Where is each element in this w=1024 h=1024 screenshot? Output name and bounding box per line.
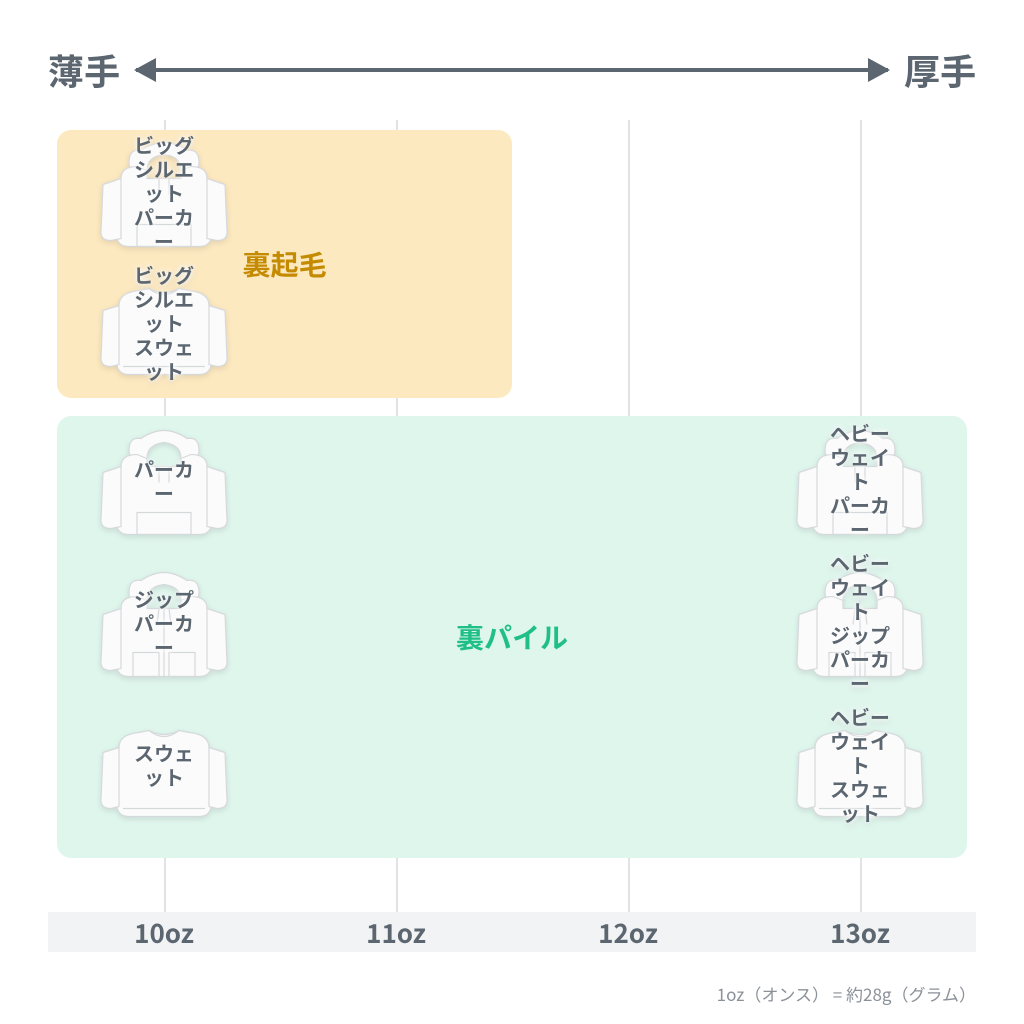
garment-label: ジップパーカー bbox=[127, 587, 202, 659]
oz-tick: 13oz bbox=[830, 912, 890, 952]
garment-item-hoodie: パーカー bbox=[69, 426, 259, 546]
pile-label: 裏パイル bbox=[456, 617, 568, 657]
garment-label: スウェット bbox=[127, 741, 202, 789]
oz-tick: 10oz bbox=[134, 912, 194, 952]
hoodie-icon: パーカー bbox=[89, 426, 239, 546]
thick-label: 厚手 bbox=[904, 44, 976, 96]
axis-arrow-line bbox=[136, 68, 888, 72]
zip-icon: ヘビーウェイト ジップパーカー bbox=[785, 568, 935, 688]
garment-item-hw_sweat: ヘビーウェイト スウェット bbox=[765, 710, 955, 830]
hoodie-icon: ビッグシルエット パーカー bbox=[89, 138, 239, 258]
oz-axis: 10oz 11oz 12oz 13oz bbox=[48, 912, 976, 952]
sweat-icon: ビッグシルエット スウェット bbox=[89, 268, 239, 388]
oz-tick: 11oz bbox=[366, 912, 426, 952]
oz-tick: 12oz bbox=[598, 912, 658, 952]
thickness-axis-header: 薄手 厚手 bbox=[48, 50, 976, 90]
garment-item-big_hoodie: ビッグシルエット パーカー bbox=[69, 138, 259, 258]
garment-label: ビッグシルエット パーカー bbox=[127, 133, 202, 253]
sweat-icon: ヘビーウェイト スウェット bbox=[785, 710, 935, 830]
zip-icon: ジップパーカー bbox=[89, 568, 239, 688]
garment-item-hw_zip: ヘビーウェイト ジップパーカー bbox=[765, 568, 955, 688]
garment-item-hw_hoodie: ヘビーウェイト パーカー bbox=[765, 426, 955, 546]
footnote: 1oz（オンス） = 約28g（グラム） bbox=[717, 981, 976, 1006]
weight-chart: 裏起毛 裏パイル 10oz11oz12oz13oz ビッグシルエット パーカービ… bbox=[48, 120, 976, 968]
garment-label: ヘビーウェイト パーカー bbox=[823, 421, 898, 541]
arrow-right-icon bbox=[868, 58, 890, 82]
thin-label: 薄手 bbox=[48, 44, 120, 96]
garment-label: ヘビーウェイト スウェット bbox=[823, 705, 898, 825]
garment-item-big_sweat: ビッグシルエット スウェット bbox=[69, 268, 259, 388]
garment-label: ヘビーウェイト ジップパーカー bbox=[823, 551, 898, 695]
garment-label: パーカー bbox=[127, 457, 202, 505]
arrow-left-icon bbox=[134, 58, 156, 82]
sweat-icon: スウェット bbox=[89, 710, 239, 830]
hoodie-icon: ヘビーウェイト パーカー bbox=[785, 426, 935, 546]
garment-item-sweat: スウェット bbox=[69, 710, 259, 830]
garment-label: ビッグシルエット スウェット bbox=[127, 263, 202, 383]
garment-item-zip: ジップパーカー bbox=[69, 568, 259, 688]
